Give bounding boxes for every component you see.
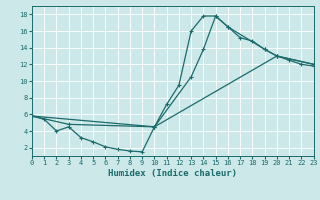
X-axis label: Humidex (Indice chaleur): Humidex (Indice chaleur) [108, 169, 237, 178]
